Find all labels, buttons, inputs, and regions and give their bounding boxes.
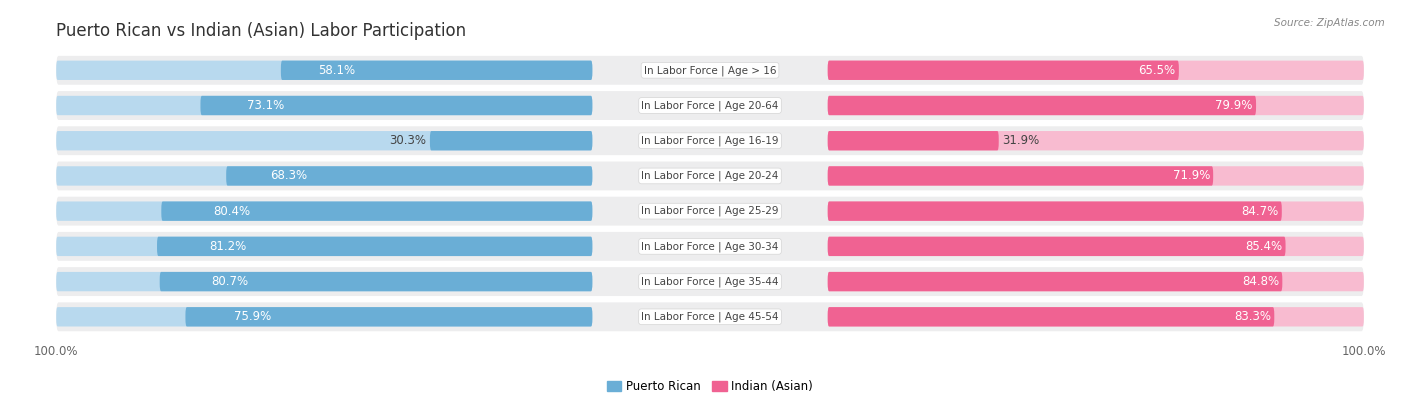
FancyBboxPatch shape xyxy=(828,96,1256,115)
Text: 80.4%: 80.4% xyxy=(214,205,250,218)
FancyBboxPatch shape xyxy=(828,96,1364,115)
FancyBboxPatch shape xyxy=(186,307,592,327)
FancyBboxPatch shape xyxy=(828,131,998,150)
Text: 31.9%: 31.9% xyxy=(1002,134,1039,147)
Text: In Labor Force | Age 16-19: In Labor Force | Age 16-19 xyxy=(641,135,779,146)
Legend: Puerto Rican, Indian (Asian): Puerto Rican, Indian (Asian) xyxy=(602,376,818,395)
Text: 75.9%: 75.9% xyxy=(235,310,271,324)
Text: 68.3%: 68.3% xyxy=(270,169,308,182)
FancyBboxPatch shape xyxy=(828,60,1178,80)
Text: 71.9%: 71.9% xyxy=(1173,169,1211,182)
Text: 84.7%: 84.7% xyxy=(1241,205,1278,218)
FancyBboxPatch shape xyxy=(828,307,1364,327)
FancyBboxPatch shape xyxy=(828,307,1274,327)
FancyBboxPatch shape xyxy=(828,166,1213,186)
FancyBboxPatch shape xyxy=(56,56,1364,85)
FancyBboxPatch shape xyxy=(56,232,1364,261)
FancyBboxPatch shape xyxy=(281,60,592,80)
FancyBboxPatch shape xyxy=(157,237,592,256)
FancyBboxPatch shape xyxy=(56,201,592,221)
Text: 84.8%: 84.8% xyxy=(1241,275,1279,288)
FancyBboxPatch shape xyxy=(828,60,1364,80)
FancyBboxPatch shape xyxy=(56,166,592,186)
FancyBboxPatch shape xyxy=(56,272,592,291)
FancyBboxPatch shape xyxy=(828,237,1285,256)
Text: In Labor Force | Age 45-54: In Labor Force | Age 45-54 xyxy=(641,312,779,322)
Text: In Labor Force | Age > 16: In Labor Force | Age > 16 xyxy=(644,65,776,75)
Text: 65.5%: 65.5% xyxy=(1139,64,1175,77)
FancyBboxPatch shape xyxy=(201,96,592,115)
FancyBboxPatch shape xyxy=(828,131,1364,150)
FancyBboxPatch shape xyxy=(160,272,592,291)
Text: In Labor Force | Age 35-44: In Labor Force | Age 35-44 xyxy=(641,276,779,287)
FancyBboxPatch shape xyxy=(162,201,592,221)
Text: In Labor Force | Age 30-34: In Labor Force | Age 30-34 xyxy=(641,241,779,252)
FancyBboxPatch shape xyxy=(56,307,592,327)
Text: In Labor Force | Age 25-29: In Labor Force | Age 25-29 xyxy=(641,206,779,216)
FancyBboxPatch shape xyxy=(828,237,1364,256)
Text: 81.2%: 81.2% xyxy=(209,240,246,253)
FancyBboxPatch shape xyxy=(56,91,1364,120)
FancyBboxPatch shape xyxy=(226,166,592,186)
FancyBboxPatch shape xyxy=(56,237,592,256)
Text: Source: ZipAtlas.com: Source: ZipAtlas.com xyxy=(1274,18,1385,28)
FancyBboxPatch shape xyxy=(56,60,592,80)
Text: 73.1%: 73.1% xyxy=(247,99,285,112)
Text: 58.1%: 58.1% xyxy=(318,64,356,77)
FancyBboxPatch shape xyxy=(56,96,592,115)
Text: 80.7%: 80.7% xyxy=(212,275,249,288)
Text: In Labor Force | Age 20-24: In Labor Force | Age 20-24 xyxy=(641,171,779,181)
FancyBboxPatch shape xyxy=(56,197,1364,226)
FancyBboxPatch shape xyxy=(828,166,1364,186)
FancyBboxPatch shape xyxy=(56,267,1364,296)
FancyBboxPatch shape xyxy=(56,162,1364,190)
Text: In Labor Force | Age 20-64: In Labor Force | Age 20-64 xyxy=(641,100,779,111)
FancyBboxPatch shape xyxy=(56,131,592,150)
Text: 83.3%: 83.3% xyxy=(1234,310,1271,324)
Text: 30.3%: 30.3% xyxy=(389,134,426,147)
Text: 79.9%: 79.9% xyxy=(1215,99,1253,112)
FancyBboxPatch shape xyxy=(828,201,1364,221)
FancyBboxPatch shape xyxy=(828,201,1282,221)
FancyBboxPatch shape xyxy=(56,126,1364,155)
FancyBboxPatch shape xyxy=(828,272,1364,291)
Text: Puerto Rican vs Indian (Asian) Labor Participation: Puerto Rican vs Indian (Asian) Labor Par… xyxy=(56,22,467,40)
FancyBboxPatch shape xyxy=(56,302,1364,331)
Text: 85.4%: 85.4% xyxy=(1246,240,1282,253)
FancyBboxPatch shape xyxy=(828,272,1282,291)
FancyBboxPatch shape xyxy=(430,131,592,150)
